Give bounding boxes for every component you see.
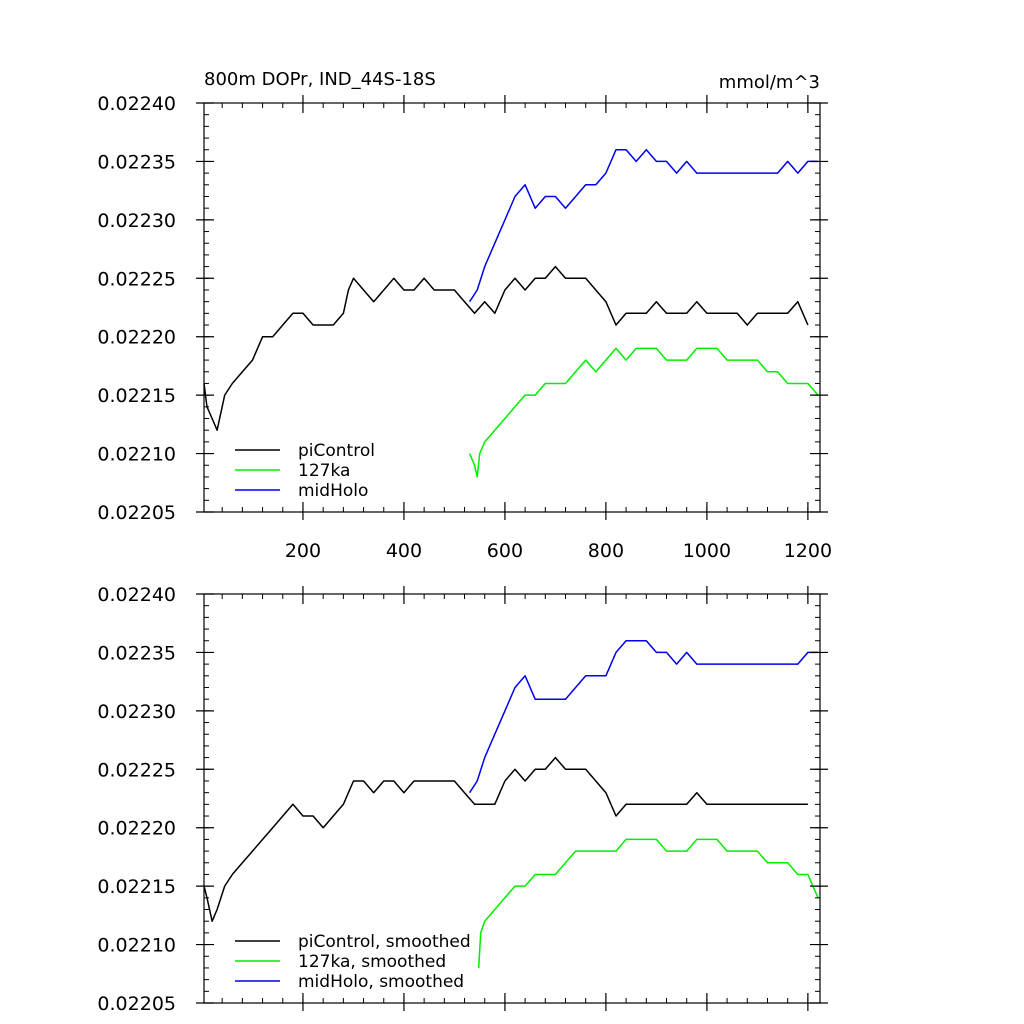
series-line-127ka-smoothed [477,838,819,968]
top-plot-frame [203,102,821,513]
y-tick-label: 0.02225 [97,268,176,290]
y-tick-label: 0.02230 [97,210,176,232]
x-tick-label: 1000 [683,540,731,562]
y-tick-label: 0.02215 [97,876,176,898]
legend-label: 127ka, smoothed [298,952,446,972]
y-tick-label: 0.02205 [97,502,176,524]
bottom-panel: 0.02205 0.02210 0.02215 0.02220 0.02225 0.022… [97,584,828,1015]
legend-label: midHolo, smoothed [298,972,464,992]
series-line-midholo [468,148,818,303]
y-tick-label: 0.02240 [97,93,176,115]
bottom-axis-ticks: 0.02205 0.02210 0.02215 0.02220 0.02225 0.022… [97,584,828,1015]
series-line-picontrol [203,265,809,431]
top-axis-ticks: 0.02205 0.02210 0.02215 0.02220 0.02225 0.022… [97,93,832,562]
y-tick-label: 0.02225 [97,759,176,781]
series-line-midholo-smoothed [468,639,818,794]
top-series-lines [203,148,819,478]
y-tick-label: 0.02220 [97,818,176,840]
bottom-series-lines [203,639,819,968]
x-tick-label: 1200 [784,540,832,562]
bottom-plot-frame [203,593,821,1004]
x-tick-label: 800 [588,540,624,562]
chart-title: 800m DOPr, IND_44S-18S [204,69,436,90]
units-label: mmol/m^3 [719,72,820,93]
y-tick-label: 0.02240 [97,584,176,606]
x-tick-label: 400 [386,540,422,562]
y-tick-label: 0.02205 [97,993,176,1015]
legend-label: 127ka [298,461,350,481]
x-tick-label: 600 [487,540,523,562]
y-tick-label: 0.02210 [97,444,176,466]
y-tick-label: 0.02210 [97,935,176,957]
y-tick-label: 0.02235 [97,151,176,173]
legend-label: piControl, smoothed [298,932,471,952]
y-tick-label: 0.02230 [97,701,176,723]
top-panel: 800m DOPr, IND_44S-18S mmol/m^3 0.022050… [97,69,832,562]
series-line-picontrol-smoothed [203,756,808,922]
y-tick-label: 0.02215 [97,385,176,407]
y-tick-label: 0.02235 [97,642,176,664]
series-line-127ka [468,347,819,478]
legend-label: piControl [298,441,375,461]
y-tick-label: 0.02220 [97,327,176,349]
x-tick-label: 200 [285,540,321,562]
legend-label: midHolo [298,481,368,501]
